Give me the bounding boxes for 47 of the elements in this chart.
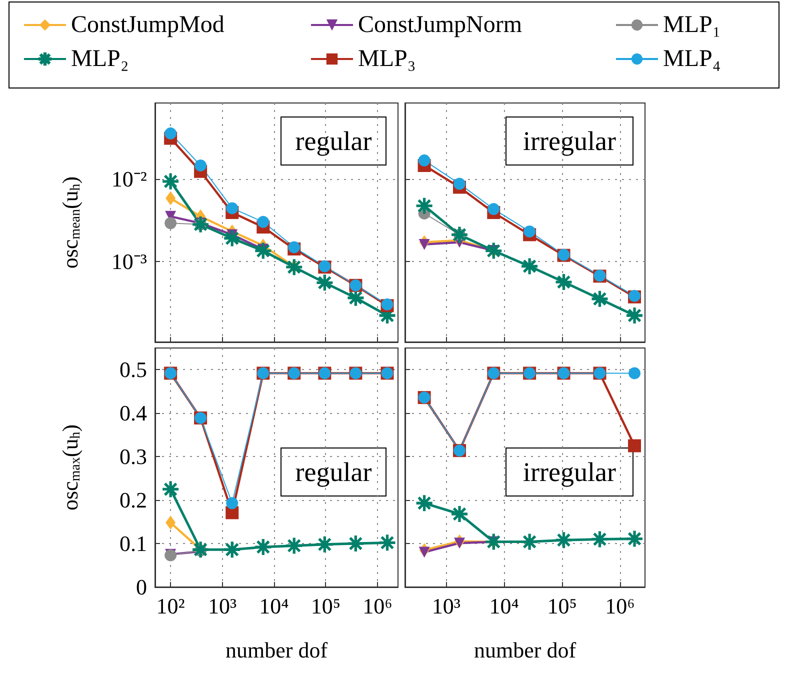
point (454, 178, 466, 190)
y-tick-label: 0.4 (120, 400, 147, 426)
legend-label: ConstJumpMod (71, 12, 224, 38)
point (524, 225, 536, 238)
x-tick-label: 10⁴ (489, 594, 520, 618)
point (164, 217, 177, 230)
legend-label: ConstJumpNorm (358, 12, 522, 38)
x-tick-label: 10³ (432, 594, 461, 618)
point (226, 497, 238, 510)
y-tick-label: 10⁻² (111, 166, 148, 192)
point (628, 439, 642, 452)
point (418, 154, 430, 166)
y-axis-title: oscmean(uh) (58, 176, 84, 269)
point (226, 202, 238, 214)
point (194, 159, 207, 172)
legend-label: MLP₂ (71, 46, 129, 72)
point (257, 216, 270, 228)
annotation: irregular (523, 126, 616, 156)
annotation: regular (295, 126, 372, 156)
x-tick-label: 10⁴ (259, 594, 290, 618)
x-tick-label: 10⁵ (547, 594, 577, 618)
y-axis-title: oscmax(uh) (58, 424, 84, 511)
annotation: regular (295, 457, 372, 487)
point (418, 546, 430, 558)
x-tick-label: 10³ (208, 594, 237, 618)
point (166, 191, 176, 206)
y-tick-label: 0.3 (120, 444, 147, 470)
legend-label: MLP₁ (663, 12, 721, 38)
y-tick-label: 0.5 (120, 357, 147, 382)
point (488, 203, 500, 216)
legend-label: MLP₄ (663, 46, 721, 72)
x-axis-title: number dof (474, 638, 577, 662)
point (628, 367, 641, 380)
y-tick-label: 0 (136, 574, 147, 600)
y-tick-label: 10⁻³ (111, 248, 148, 274)
point (454, 538, 465, 549)
x-tick-label: 10⁶ (362, 594, 392, 618)
annotation: irregular (523, 457, 616, 487)
x-tick-label: 10² (156, 594, 186, 618)
x-tick-label: 10⁶ (605, 594, 635, 618)
x-tick-label: 10⁵ (310, 594, 341, 618)
y-tick-label: 0.1 (120, 531, 147, 556)
legend-label: MLP₃ (358, 46, 416, 72)
point (166, 516, 176, 530)
point (164, 127, 177, 140)
x-axis-title: number dof (225, 638, 328, 662)
y-tick-label: 0.2 (120, 488, 147, 513)
